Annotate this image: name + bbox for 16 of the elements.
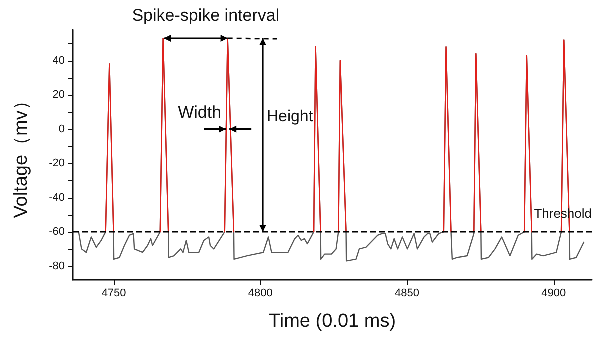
y-tick-label: 0	[58, 123, 65, 136]
y-tick-label: -80	[49, 260, 65, 272]
annotation: Width	[178, 102, 222, 122]
annotation: Height	[267, 108, 314, 126]
y-tick-label: 20	[52, 89, 65, 102]
y-tick-label: -60	[49, 226, 65, 238]
y-tick-label: -40	[49, 192, 65, 204]
y-tick-label: 40	[52, 54, 65, 67]
y-axis-title: Voltage（mv）	[11, 92, 32, 218]
annotation: Spike-spike interval	[132, 6, 280, 26]
x-axis-title: Time (0.01 ms)	[268, 311, 396, 332]
y-tick-label: -20	[49, 158, 65, 170]
x-tick-label: 4800	[248, 288, 273, 300]
x-tick-label: 4900	[542, 288, 566, 300]
x-tick-label: 4750	[102, 288, 126, 300]
x-tick-label: 4850	[395, 288, 420, 300]
